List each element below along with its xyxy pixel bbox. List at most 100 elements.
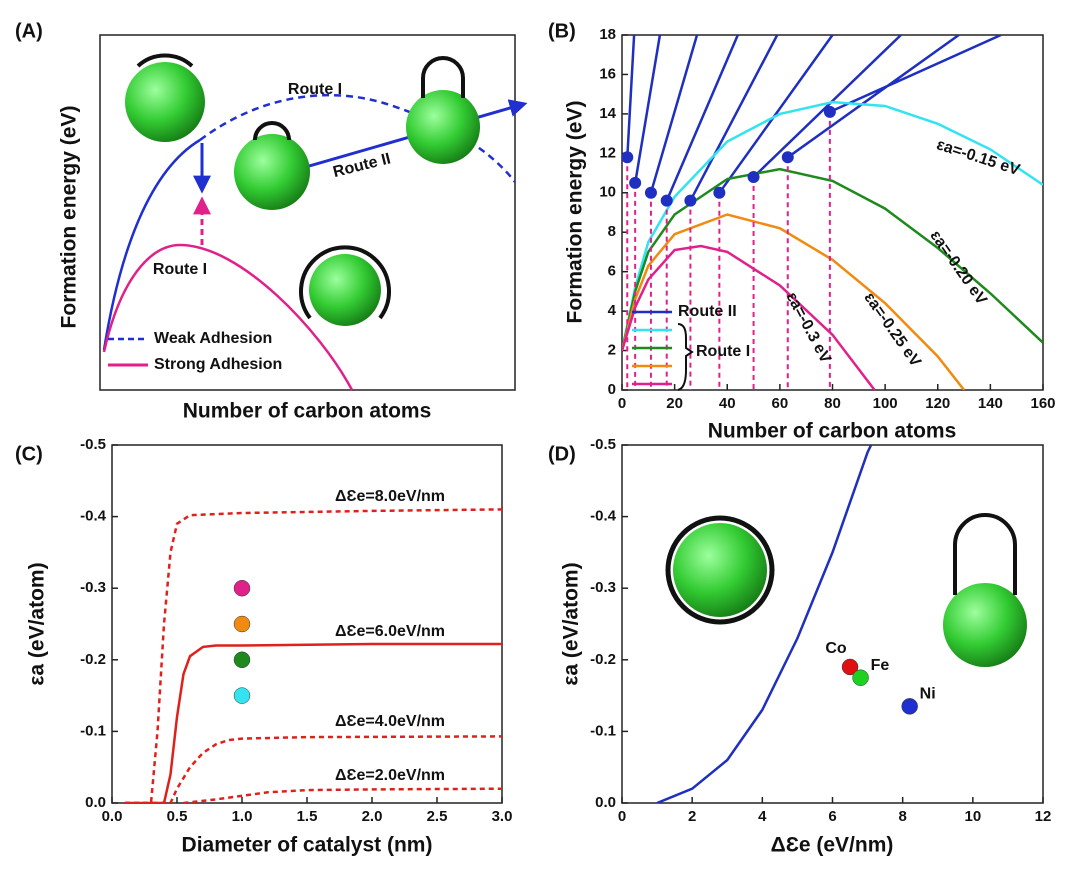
point-label: Co xyxy=(825,640,847,657)
y-tick-label: -0.1 xyxy=(80,722,106,739)
y-tick-label: 14 xyxy=(599,105,616,122)
x-tick-label: 8 xyxy=(898,808,906,825)
x-axis-title: Number of carbon atoms xyxy=(708,420,957,443)
y-axis-title: Formation energy (eV) xyxy=(58,106,81,329)
x-tick-label: 1.0 xyxy=(232,808,253,825)
frame xyxy=(99,34,516,391)
marker xyxy=(621,151,634,164)
weak-curve xyxy=(102,138,201,351)
y-tick-label: -0.2 xyxy=(80,651,106,668)
panel-a-schematic xyxy=(99,34,528,391)
annotation: Route I xyxy=(153,261,207,278)
x-tick-label: 0 xyxy=(618,395,626,412)
x-tick-label: 2.0 xyxy=(362,808,383,825)
point xyxy=(233,651,251,669)
panel-d-illustration xyxy=(665,513,1027,667)
x-tick-label: 80 xyxy=(824,395,841,412)
y-tick-label: -0.5 xyxy=(80,436,106,453)
series-line xyxy=(622,244,876,390)
cap xyxy=(253,121,291,141)
particle xyxy=(309,254,381,326)
curve-label: ΔƐe=2.0eV/nm xyxy=(335,767,445,784)
point xyxy=(233,579,251,597)
panel-label: (C) xyxy=(15,443,43,465)
cap xyxy=(953,513,1017,595)
y-tick-label: 0.0 xyxy=(85,794,106,811)
marker xyxy=(713,186,726,199)
marker xyxy=(747,171,760,183)
point xyxy=(901,698,918,715)
marker xyxy=(644,186,657,199)
x-tick-label: 2.5 xyxy=(427,808,448,825)
point xyxy=(841,658,859,676)
curve-label: ΔƐe=6.0eV/nm xyxy=(335,623,445,640)
marker xyxy=(660,194,673,207)
point xyxy=(852,669,869,686)
y-tick-label: -0.1 xyxy=(590,722,616,739)
point-label: Ni xyxy=(920,686,936,703)
x-tick-label: 2 xyxy=(688,808,696,825)
particle xyxy=(943,583,1027,667)
cap xyxy=(136,53,194,68)
legend-label: Strong Adhesion xyxy=(154,356,282,373)
legend-group-label: Route I xyxy=(696,343,750,360)
y-tick-label: 16 xyxy=(599,65,616,82)
y-axis-title: εa (eV/atom) xyxy=(560,562,583,685)
x-tick-label: 0 xyxy=(618,808,626,825)
series-line xyxy=(125,642,502,803)
cap xyxy=(421,56,465,98)
series-line xyxy=(622,167,1043,351)
y-tick-label: 18 xyxy=(599,26,616,43)
x-tick-label: 120 xyxy=(925,395,950,412)
x-tick-label: 60 xyxy=(772,395,789,412)
y-tick-label: -0.2 xyxy=(590,651,616,668)
series-line xyxy=(656,445,873,803)
x-tick-label: 0.0 xyxy=(102,808,123,825)
marker xyxy=(781,151,794,164)
legend-label: Route II xyxy=(678,303,737,320)
x-tick-label: 100 xyxy=(873,395,898,412)
y-tick-label: -0.3 xyxy=(80,579,106,596)
x-tick-label: 140 xyxy=(978,395,1003,412)
annotation: Route I xyxy=(288,81,342,98)
series-line xyxy=(622,213,966,390)
y-tick-label: 0.0 xyxy=(595,794,616,811)
x-tick-label: 20 xyxy=(666,395,683,412)
curve-label: ΔƐe=8.0eV/nm xyxy=(335,488,445,505)
annotation: εa=-0.20 eV xyxy=(926,228,990,309)
x-tick-label: 1.5 xyxy=(297,808,318,825)
annotation: Route II xyxy=(331,150,392,181)
y-tick-label: 8 xyxy=(608,223,616,240)
x-tick-label: 160 xyxy=(1030,395,1055,412)
annotation: εa=-0.25 eV xyxy=(860,290,924,371)
series-line xyxy=(626,35,1002,202)
x-tick-label: 4 xyxy=(758,808,767,825)
y-tick-label: 2 xyxy=(608,342,616,359)
x-axis-title: Number of carbon atoms xyxy=(183,400,432,423)
panel-label: (D) xyxy=(548,443,576,465)
y-tick-label: 4 xyxy=(608,302,617,319)
weak-curve-dashed xyxy=(199,93,516,183)
y-tick-label: -0.4 xyxy=(80,508,107,525)
panel-label: (B) xyxy=(548,20,576,42)
x-axis-title: Diameter of catalyst (nm) xyxy=(182,834,433,857)
series-line xyxy=(622,100,1043,351)
y-tick-label: -0.5 xyxy=(590,436,616,453)
legend-brace xyxy=(677,323,694,391)
x-tick-label: 12 xyxy=(1035,808,1052,825)
curve-label: ΔƐe=4.0eV/nm xyxy=(335,713,445,730)
particle xyxy=(406,90,480,164)
x-tick-label: 6 xyxy=(828,808,836,825)
x-tick-label: 3.0 xyxy=(492,808,513,825)
y-tick-label: 10 xyxy=(599,184,616,201)
x-tick-label: 10 xyxy=(964,808,981,825)
series-line xyxy=(183,787,502,803)
y-tick-label: 12 xyxy=(599,144,616,161)
particle xyxy=(234,134,310,210)
series-line xyxy=(125,735,502,803)
point xyxy=(233,615,251,633)
y-tick-label: 6 xyxy=(608,263,616,280)
x-axis-title: ΔƐe (eV/nm) xyxy=(771,834,894,857)
y-axis-title: Formation energy (eV) xyxy=(564,101,587,324)
